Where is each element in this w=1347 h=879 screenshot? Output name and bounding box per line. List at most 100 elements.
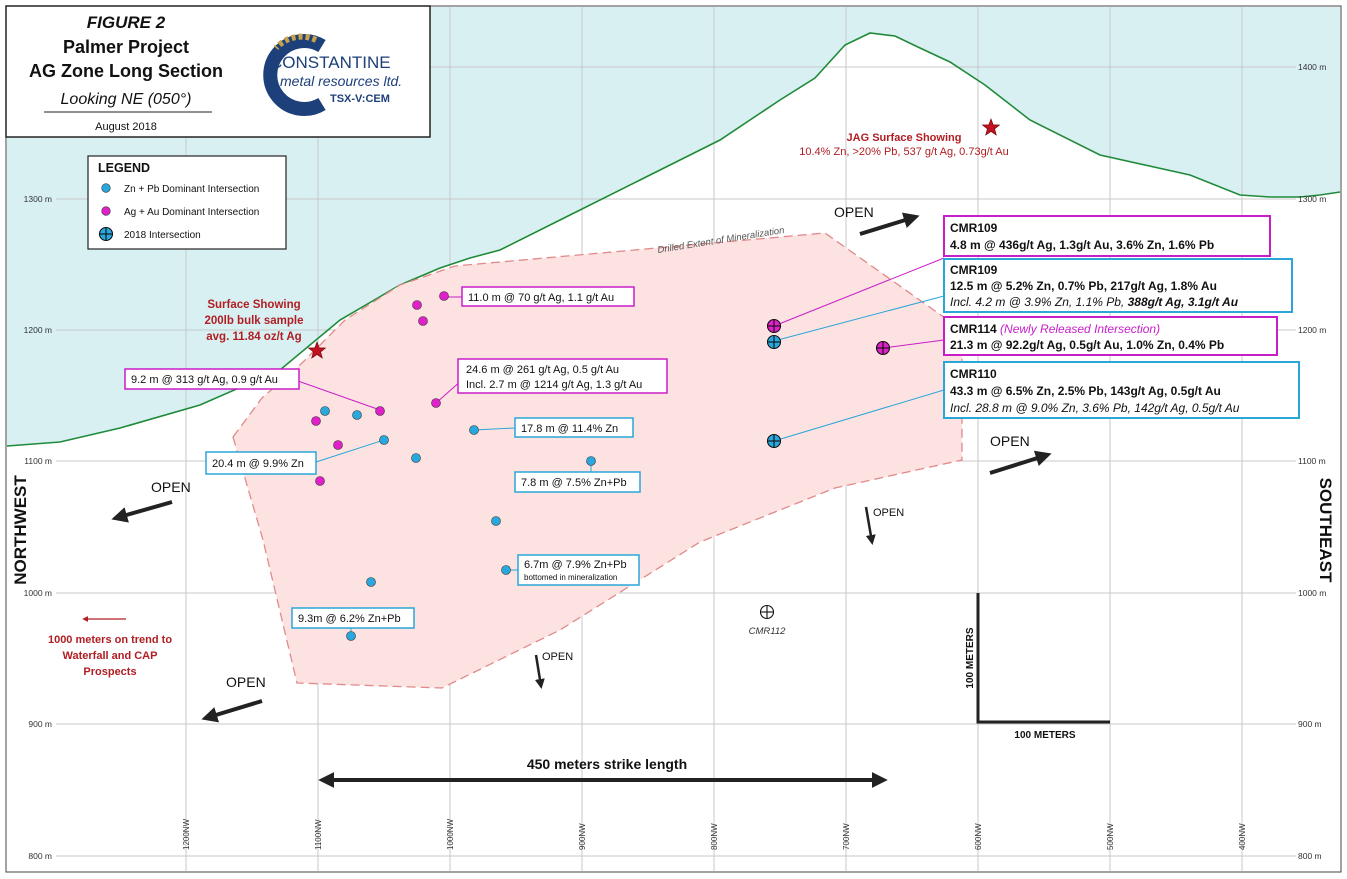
callout-c2-text-a: 24.6 m @ 261 g/t Ag, 0.5 g/t Au xyxy=(466,364,619,376)
cmr109b-hole: CMR109 xyxy=(950,263,998,277)
section-label-900nw: 900NW xyxy=(578,823,587,850)
open-text-ne: OPEN xyxy=(834,204,874,220)
legend: LEGEND Zn + Pb Dominant Intersection Ag … xyxy=(87,155,287,250)
cmr109a-hole: CMR109 xyxy=(950,221,998,235)
legend-blue-dot-icon xyxy=(101,183,111,193)
open-arrow-w xyxy=(111,500,173,523)
leader-lines xyxy=(297,257,945,634)
callout-c6-box xyxy=(514,471,641,493)
ag-au-point xyxy=(412,300,422,310)
open-text-s1: OPEN xyxy=(873,507,904,519)
scale-bar xyxy=(976,593,1110,724)
open-arrows xyxy=(111,212,1052,723)
leader-cmr114 xyxy=(882,339,945,349)
leader-c5 xyxy=(315,439,385,463)
leader-cmr110 xyxy=(773,389,945,442)
ag-au-point xyxy=(311,416,321,426)
company-logo: CONSTANTINE metal resources ltd. TSX-V:C… xyxy=(263,33,402,116)
cmr109-zn-crosshair-icon xyxy=(766,334,782,350)
elev-label-900-left: 900 m xyxy=(28,719,52,729)
figure-number: FIGURE 2 xyxy=(87,13,166,32)
open-arrow-sw xyxy=(201,699,263,723)
cmr109b-box xyxy=(943,258,1293,313)
cmr114-crosshair-icon xyxy=(875,340,891,356)
section-label-1000nw: 1000NW xyxy=(446,818,455,850)
leader-cmr109a xyxy=(773,257,945,327)
section-name: AG Zone Long Section xyxy=(29,61,223,81)
zn-pb-point xyxy=(491,516,501,526)
callout-c7-box xyxy=(517,554,640,586)
scale-vertical-label: 100 METERS xyxy=(965,627,976,688)
elev-label-900-right: 900 m xyxy=(1298,719,1322,729)
surface-showing-star xyxy=(307,341,327,359)
elev-label-800-left: 800 m xyxy=(28,851,52,861)
callout-c1-box xyxy=(461,286,635,307)
logo-c-mark xyxy=(263,34,326,116)
section-axis: 1200NW 1100NW 1000NW 900NW 800NW 700NW 6… xyxy=(182,818,1247,850)
open-text-w: OPEN xyxy=(151,479,191,495)
callout-c2-box xyxy=(457,358,668,394)
elev-label-1300-left: 1300 m xyxy=(24,194,52,204)
zn-pb-point xyxy=(352,410,362,420)
cmr112-label: CMR112 xyxy=(749,626,786,637)
callout-c3-box xyxy=(124,368,300,390)
zn-pb-point xyxy=(366,577,376,587)
jag-label: JAG Surface Showing 10.4% Zn, >20% Pb, 5… xyxy=(799,132,1008,158)
zn-pb-point xyxy=(501,565,511,575)
southeast-label: SOUTHEAST xyxy=(1316,478,1335,583)
legend-item-zn-pb: Zn + Pb Dominant Intersection xyxy=(124,184,259,195)
callout-c4-box xyxy=(514,417,634,438)
surface-showing-line1: Surface Showing xyxy=(207,299,300,311)
cmr114-hole: CMR114 (Newly Released Intersection) xyxy=(950,322,1160,336)
open-arrow-s2 xyxy=(534,654,545,689)
open-text-s2: OPEN xyxy=(542,651,573,663)
section-label-800nw: 800NW xyxy=(710,823,719,850)
open-arrow-e xyxy=(989,450,1052,475)
surface-showing-line2: 200lb bulk sample xyxy=(204,315,303,327)
logo-ticker: TSX-V:CEM xyxy=(330,93,390,105)
zn-pb-point xyxy=(320,406,330,416)
legend-title: LEGEND xyxy=(98,161,150,175)
section-label-700nw: 700NW xyxy=(842,823,851,850)
zn-pb-point xyxy=(379,435,389,445)
ag-au-point xyxy=(431,398,441,408)
zn-pb-point xyxy=(346,631,356,641)
legend-item-2018: 2018 Intersection xyxy=(124,230,201,241)
ag-au-point xyxy=(439,291,449,301)
northwest-label: NORTHWEST xyxy=(11,475,30,585)
zn-pb-point xyxy=(411,453,421,463)
trend-note-line3: Prospects xyxy=(83,666,136,678)
elev-label-1200-left: 1200 m xyxy=(24,325,52,335)
logo-gold-band xyxy=(273,33,318,51)
surface-showing-line3: avg. 11.84 oz/t Ag xyxy=(206,331,301,343)
ag-au-point xyxy=(375,406,385,416)
callout-c7-text-b: bottomed in mineralization xyxy=(524,573,617,582)
callout-c2-text-b: Incl. 2.7 m @ 1214 g/t Ag, 1.3 g/t Au xyxy=(466,379,642,391)
title-block-frame xyxy=(5,5,431,138)
zn-pb-point xyxy=(469,425,479,435)
cmr114-line1: 21.3 m @ 92.2g/t Ag, 0.5g/t Au, 1.0% Zn,… xyxy=(950,338,1224,352)
callout-c1-text: 11.0 m @ 70 g/t Ag, 1.1 g/t Au xyxy=(468,292,614,304)
callout-c8-box xyxy=(291,607,415,629)
legend-box xyxy=(87,155,287,250)
legend-crosshair-icon xyxy=(98,226,114,242)
jag-title: JAG Surface Showing xyxy=(847,132,962,144)
leader-c4 xyxy=(473,427,516,431)
cmr109-ag-crosshair-icon xyxy=(766,318,782,334)
callout-c5-box xyxy=(205,451,317,475)
logo-name: CONSTANTINE xyxy=(270,53,391,72)
elev-label-1300-right: 1300 m xyxy=(1298,194,1326,204)
ag-au-point xyxy=(315,476,325,486)
callout-c4-text: 17.8 m @ 11.4% Zn xyxy=(521,423,618,435)
ag-au-point xyxy=(418,316,428,326)
cmr109b-line2: Incl. 4.2 m @ 3.9% Zn, 1.1% Pb, 388g/t A… xyxy=(950,295,1239,309)
cmr114-box xyxy=(943,316,1278,356)
legend-item-ag-au: Ag + Au Dominant Intersection xyxy=(124,207,259,218)
elev-label-1000-right: 1000 m xyxy=(1298,588,1326,598)
legend-magenta-dot-icon xyxy=(101,206,111,216)
figure-date: August 2018 xyxy=(95,121,157,133)
intersection-points xyxy=(311,291,596,641)
callout-c7-text-a: 6.7m @ 7.9% Zn+Pb xyxy=(524,559,627,571)
open-labels: OPEN OPEN OPEN OPEN OPEN OPEN xyxy=(151,204,1030,690)
